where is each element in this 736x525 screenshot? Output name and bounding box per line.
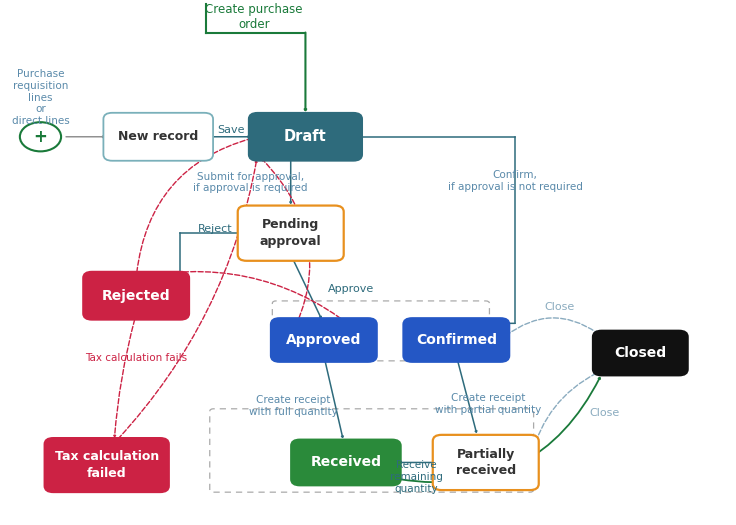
Circle shape bbox=[20, 122, 61, 151]
Text: Approved: Approved bbox=[286, 333, 361, 347]
Text: New record: New record bbox=[118, 130, 199, 143]
Text: Closed: Closed bbox=[615, 346, 666, 360]
Text: Submit for approval,
if approval is required: Submit for approval, if approval is requ… bbox=[193, 172, 308, 193]
Text: Partially
received: Partially received bbox=[456, 448, 516, 477]
Text: Rejected: Rejected bbox=[102, 289, 171, 303]
Text: Pending
approval: Pending approval bbox=[260, 218, 322, 248]
Text: Close: Close bbox=[544, 302, 575, 312]
FancyBboxPatch shape bbox=[238, 206, 344, 261]
Text: Tax calculation fails: Tax calculation fails bbox=[85, 353, 187, 363]
Text: Confirm,
if approval is not required: Confirm, if approval is not required bbox=[447, 170, 583, 192]
FancyBboxPatch shape bbox=[83, 272, 189, 320]
Text: +: + bbox=[34, 128, 47, 146]
Text: Create purchase
order: Create purchase order bbox=[205, 3, 302, 31]
Text: Received: Received bbox=[311, 456, 381, 469]
FancyBboxPatch shape bbox=[592, 331, 687, 375]
FancyBboxPatch shape bbox=[291, 439, 400, 486]
Text: Receive
remaining
quantity: Receive remaining quantity bbox=[390, 460, 443, 494]
Text: Create receipt
with full quantity: Create receipt with full quantity bbox=[249, 395, 337, 417]
Text: Reject: Reject bbox=[197, 224, 233, 234]
FancyBboxPatch shape bbox=[403, 318, 509, 362]
Text: Confirmed: Confirmed bbox=[416, 333, 497, 347]
FancyBboxPatch shape bbox=[103, 113, 213, 161]
Text: Save: Save bbox=[217, 125, 245, 135]
Text: Tax calculation
failed: Tax calculation failed bbox=[54, 450, 159, 480]
FancyBboxPatch shape bbox=[44, 438, 169, 492]
FancyBboxPatch shape bbox=[433, 435, 539, 490]
Text: Draft: Draft bbox=[284, 129, 327, 144]
Text: Create receipt
with partial quantity: Create receipt with partial quantity bbox=[435, 393, 541, 415]
Text: Close: Close bbox=[590, 408, 620, 418]
FancyBboxPatch shape bbox=[249, 113, 362, 161]
Text: Purchase
requisition
lines
or
direct lines: Purchase requisition lines or direct lin… bbox=[12, 69, 69, 126]
Text: Approve: Approve bbox=[328, 285, 374, 295]
FancyBboxPatch shape bbox=[271, 318, 377, 362]
